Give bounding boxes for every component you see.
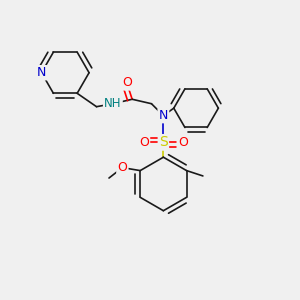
Text: NH: NH	[104, 97, 122, 110]
Text: S: S	[159, 135, 168, 149]
Text: N: N	[37, 66, 46, 79]
Text: O: O	[139, 136, 149, 149]
Text: O: O	[122, 76, 132, 89]
Text: O: O	[117, 161, 127, 174]
Text: N: N	[159, 109, 168, 122]
Text: O: O	[178, 136, 188, 149]
